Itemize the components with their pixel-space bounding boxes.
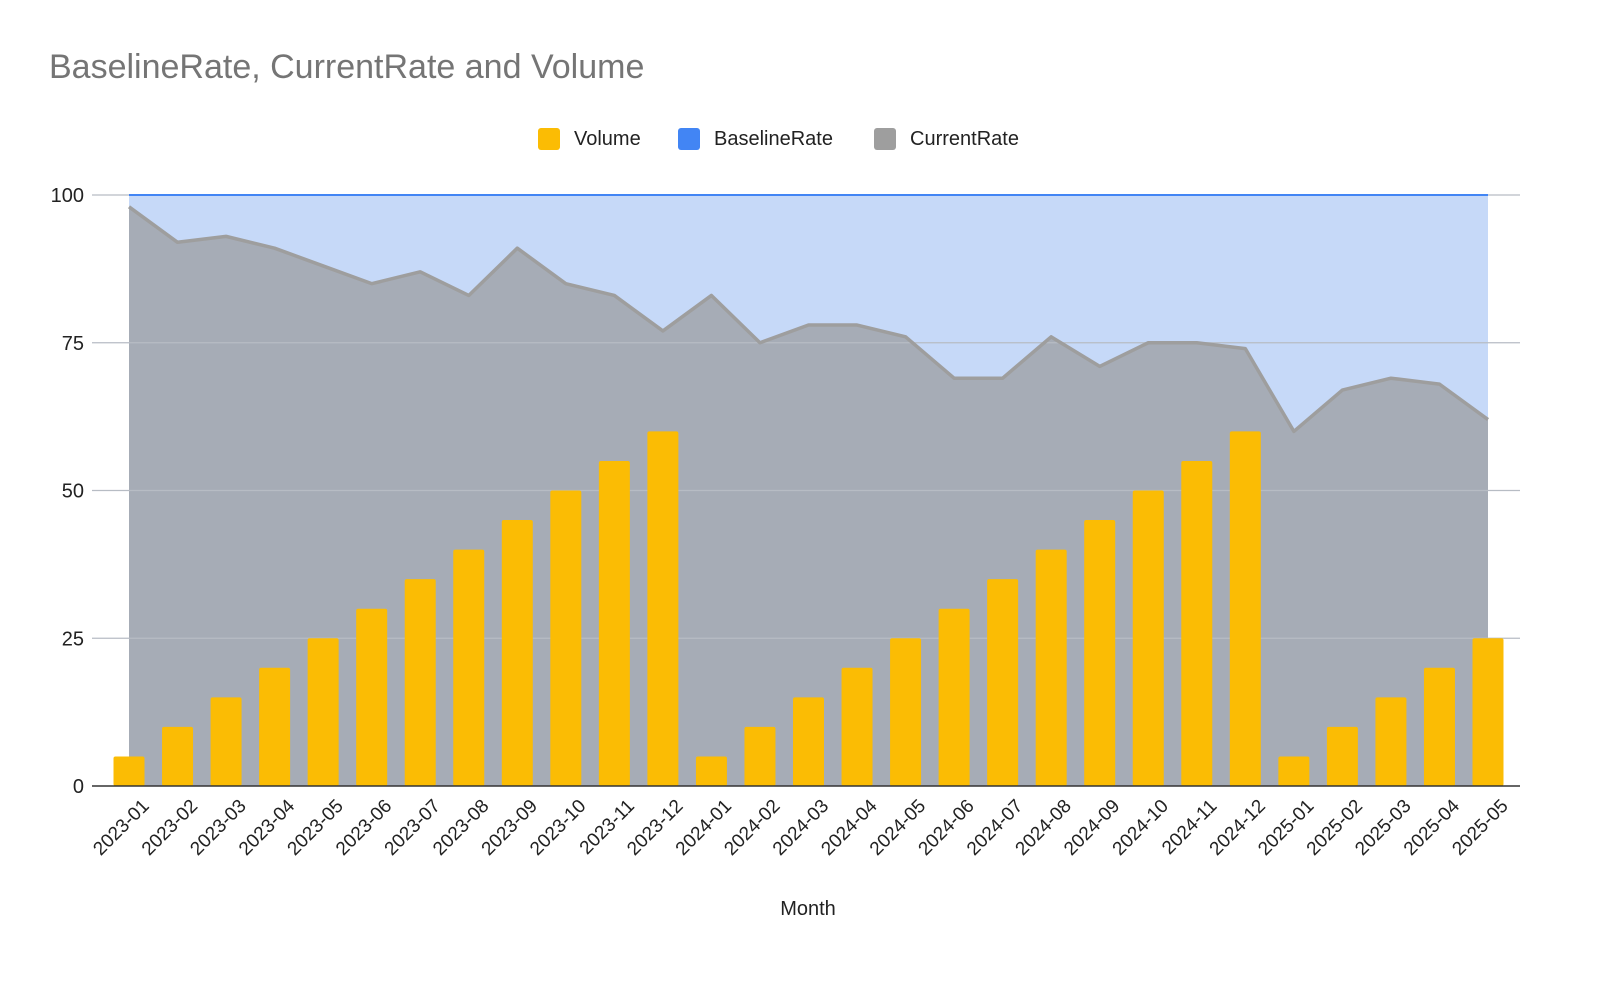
legend-item-baselinerate[interactable]: BaselineRate bbox=[678, 124, 833, 154]
bar-volume-2024-05 bbox=[890, 638, 922, 786]
line-currentrate bbox=[127, 205, 1490, 434]
bar-volume-2024-09 bbox=[1084, 520, 1116, 786]
bar-volume-2024-12 bbox=[1229, 431, 1261, 786]
bar-volume-2025-04 bbox=[1423, 667, 1455, 786]
bar-volume-2024-01 bbox=[695, 756, 727, 786]
bar-volume-2024-03 bbox=[793, 697, 824, 786]
bar-volume-2023-10 bbox=[550, 490, 582, 786]
legend-label-currentrate: CurrentRate bbox=[910, 127, 1019, 150]
bar-volume-2024-08 bbox=[1035, 549, 1067, 786]
bar-volume-2024-02 bbox=[744, 726, 776, 786]
legend-swatch-volume bbox=[538, 128, 560, 150]
x-axis-title: Month bbox=[780, 898, 836, 920]
legend-swatch-baselinerate bbox=[678, 128, 700, 150]
legend-item-volume[interactable]: Volume bbox=[538, 124, 641, 154]
bar-volume-2023-06 bbox=[356, 608, 388, 786]
legend-label-volume: Volume bbox=[574, 127, 641, 150]
y-tick-label-0: 0 bbox=[73, 776, 84, 798]
bar-volume-2023-02 bbox=[162, 726, 194, 786]
chart-title: BaselineRate, CurrentRate and Volume bbox=[49, 48, 645, 86]
bar-volume-2024-07 bbox=[987, 579, 1019, 786]
bar-volume-2023-12 bbox=[647, 431, 679, 786]
y-tick-label-50: 50 bbox=[62, 481, 84, 503]
bar-volume-2023-11 bbox=[598, 460, 630, 786]
bar-volume-2025-05 bbox=[1472, 638, 1504, 786]
bar-volume-2023-05 bbox=[307, 638, 339, 786]
bar-volume-2023-07 bbox=[404, 579, 436, 786]
legend-swatch-currentrate bbox=[874, 128, 896, 150]
bar-volume-2025-02 bbox=[1326, 726, 1358, 786]
bar-volume-2023-03 bbox=[210, 697, 242, 786]
bar-layer bbox=[113, 431, 1504, 786]
bar-volume-2023-01 bbox=[113, 756, 145, 786]
bar-volume-2024-04 bbox=[841, 667, 873, 786]
legend-label-baselinerate: BaselineRate bbox=[714, 127, 833, 150]
y-tick-label-25: 25 bbox=[62, 628, 84, 650]
bar-volume-2024-10 bbox=[1132, 490, 1164, 786]
bar-volume-2024-06 bbox=[938, 608, 970, 786]
bar-volume-2025-03 bbox=[1375, 697, 1407, 786]
bar-volume-2023-08 bbox=[453, 549, 485, 786]
chart-legend: Volume BaselineRate CurrentRate bbox=[0, 124, 1600, 154]
y-tick-label-75: 75 bbox=[62, 333, 84, 355]
legend-item-currentrate[interactable]: CurrentRate bbox=[874, 124, 1019, 154]
bar-volume-2023-09 bbox=[501, 520, 533, 786]
bar-volume-2024-11 bbox=[1181, 460, 1213, 786]
y-tick-label-100: 100 bbox=[51, 185, 84, 207]
bar-volume-2023-04 bbox=[259, 667, 291, 786]
line-layer bbox=[127, 194, 1490, 434]
bar-volume-2025-01 bbox=[1278, 756, 1310, 786]
